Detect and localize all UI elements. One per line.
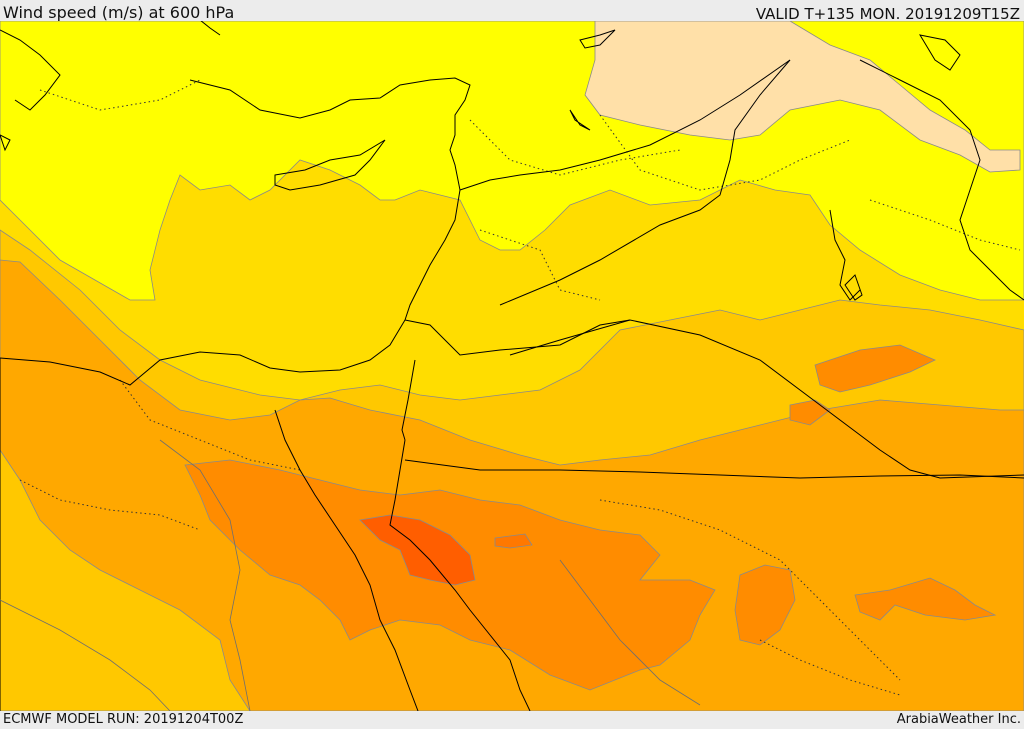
band-very-high-speed bbox=[854, 577, 997, 621]
map-title: Wind speed (m/s) at 600 hPa bbox=[3, 3, 235, 22]
band-very-high-speed bbox=[789, 399, 831, 426]
header-bar bbox=[0, 0, 1024, 21]
band-peak-speed bbox=[359, 514, 476, 586]
credit-label: ArabiaWeather Inc. bbox=[896, 712, 1021, 727]
band-peak-speed bbox=[494, 533, 533, 549]
valid-time: VALID T+135 MON. 20191209T15Z bbox=[755, 5, 1020, 23]
footer-bar bbox=[0, 711, 1024, 729]
model-run-label: ECMWF MODEL RUN: 20191204T00Z bbox=[3, 712, 244, 727]
isotachs bbox=[0, 439, 701, 711]
band-lowest-speed bbox=[584, 21, 1021, 173]
country-borders bbox=[0, 21, 1024, 711]
band-very-high-speed bbox=[734, 564, 796, 646]
band-very-high-speed bbox=[814, 344, 936, 393]
wind-speed-map bbox=[0, 21, 1024, 711]
internal-boundaries bbox=[19, 79, 1021, 696]
